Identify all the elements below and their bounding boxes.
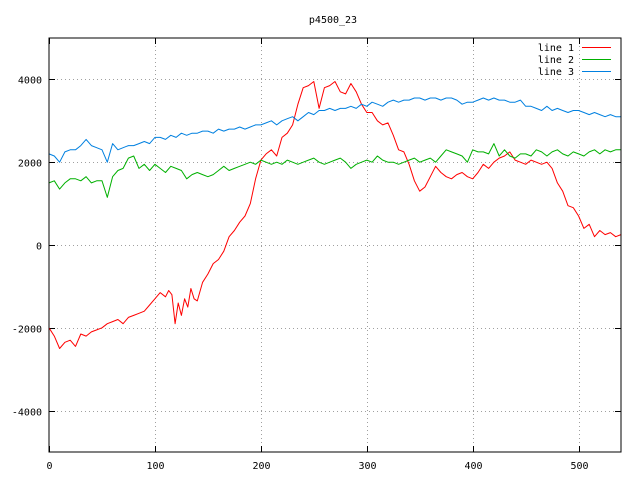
x-tick-label: 0: [46, 461, 52, 472]
x-tick-label: 200: [252, 461, 270, 472]
grid-lines: [49, 38, 621, 452]
chart-title: p4500_23: [309, 15, 357, 26]
legend-label-3: line 3: [538, 67, 574, 78]
axis-ticks: 0 100 200 300 400 500 -4000 -2000 0 2000 4000: [12, 38, 621, 472]
y-tick-label: 2000: [18, 159, 42, 170]
y-tick-label: 0: [36, 242, 42, 253]
series-layer: [48, 81, 622, 349]
y-tick-label: 4000: [18, 76, 42, 87]
y-tick-label: -2000: [12, 325, 42, 336]
series-line-2: [48, 143, 621, 198]
x-tick-label: 300: [358, 461, 376, 472]
plot-frame: [48, 37, 622, 453]
x-tick-label: 500: [570, 461, 588, 472]
series-line-3: [48, 97, 621, 163]
legend-label-2: line 2: [538, 55, 574, 66]
y-tick-label: -4000: [12, 408, 42, 419]
legend-label-1: line 1: [538, 43, 574, 54]
series-line-1: [48, 81, 622, 349]
x-tick-label: 400: [464, 461, 482, 472]
x-tick-label: 100: [146, 461, 164, 472]
